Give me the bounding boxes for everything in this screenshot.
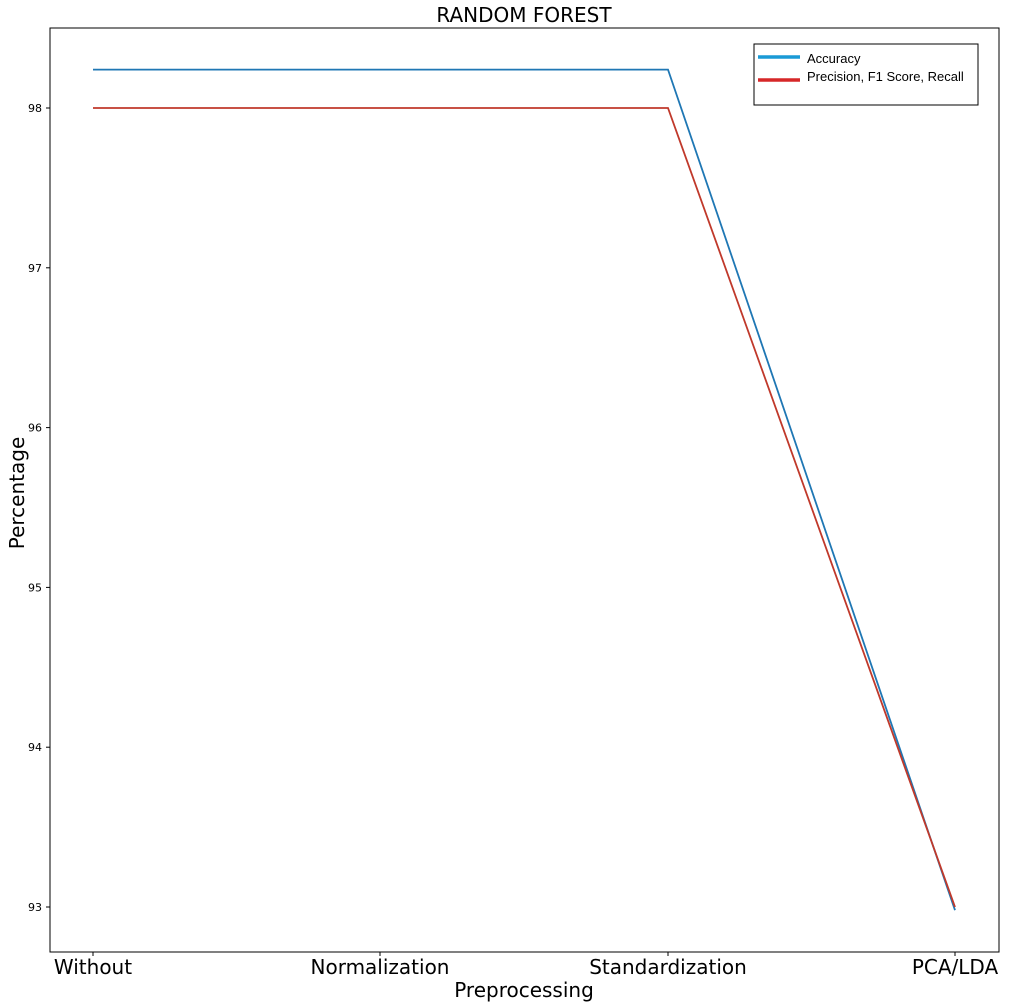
x-axis-label: Preprocessing [454,978,594,1002]
y-tick-label: 94 [28,741,42,754]
x-tick-label: Without [54,955,132,979]
y-tick-label: 97 [28,262,42,275]
x-tick-label: Normalization [311,955,450,979]
chart-title: RANDOM FOREST [436,3,612,27]
series-lines [93,68,956,911]
y-tick-label: 93 [28,901,42,914]
legend-label-precision-f1-recall: Precision, F1 Score, Recall [807,69,964,84]
x-tick-label: PCA/LDA [912,955,999,979]
legend-label-accuracy: Accuracy [807,51,861,66]
x-tick-label: Standardization [589,955,747,979]
y-tick-label: 95 [28,581,42,594]
legend: Accuracy Precision, F1 Score, Recall [753,43,979,106]
series-line-precision-f1-recall [93,107,956,908]
series-line-accuracy [93,68,956,911]
y-axis-label: Percentage [5,437,29,550]
legend-box [753,43,979,106]
y-tick-label: 96 [28,422,42,435]
y-tick-label: 98 [28,102,42,115]
x-axis-ticks: Without Normalization Standardization PCA/L… [54,952,999,979]
plot-area [49,27,1000,953]
y-axis-ticks: 93 94 95 96 97 98 [28,102,50,914]
